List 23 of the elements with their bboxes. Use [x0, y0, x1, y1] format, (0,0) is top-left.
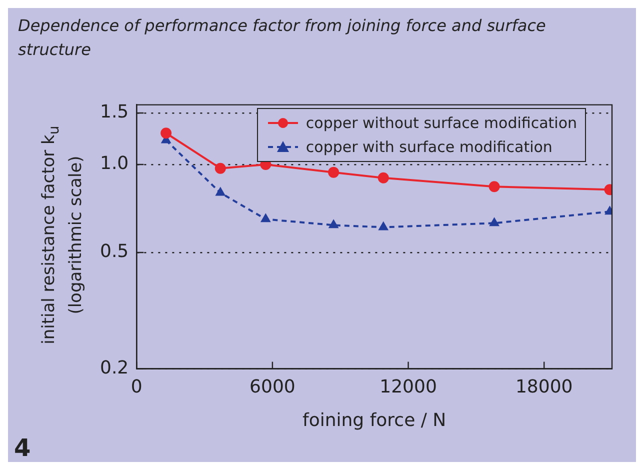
legend-label: copper with surface modification — [306, 138, 552, 156]
point — [214, 162, 226, 174]
chart-title: Dependence of performance factor from joining force and surface structure — [17, 15, 547, 61]
text: 4 — [14, 434, 31, 462]
x-tick-label: 6000 — [250, 376, 296, 398]
x-tick-label: 12000 — [380, 376, 437, 398]
point — [378, 172, 389, 184]
y-tick-label: 0.2 — [100, 357, 129, 378]
point — [328, 220, 338, 228]
y-tick-label: 0.5 — [100, 241, 129, 262]
point — [260, 214, 270, 222]
point — [488, 181, 500, 192]
point — [489, 218, 500, 226]
point — [378, 222, 388, 230]
legend-label: copper without surface modification — [306, 114, 577, 132]
x-axis-title: foining force / N — [302, 410, 446, 431]
point — [160, 128, 172, 139]
x-tick-label: 0 — [130, 376, 142, 398]
point — [216, 187, 226, 196]
y-tick-label: 1.5 — [100, 102, 129, 123]
point — [328, 166, 340, 178]
y-tick-label: 1.0 — [100, 153, 129, 174]
x-tick-label: 18000 — [515, 376, 573, 398]
